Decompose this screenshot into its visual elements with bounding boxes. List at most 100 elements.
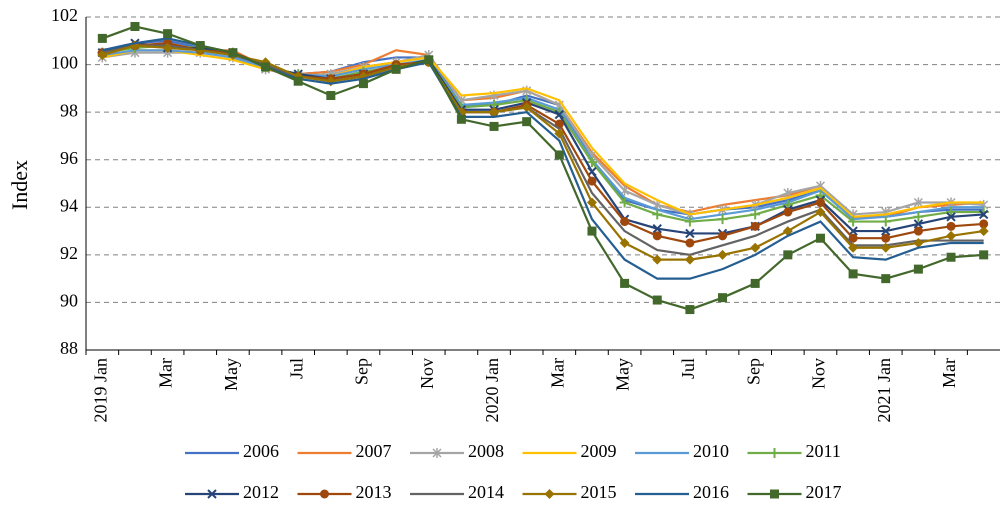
legend-label: 2015	[581, 482, 617, 502]
series	[97, 40, 989, 227]
x-tick-label: Jul	[286, 358, 306, 379]
line	[102, 44, 984, 223]
marker	[750, 278, 760, 288]
y-tick-label: 100	[51, 53, 78, 73]
marker	[544, 489, 555, 499]
marker	[587, 176, 597, 186]
marker	[717, 214, 728, 225]
marker	[913, 237, 924, 248]
legend-label: 2007	[356, 441, 392, 461]
line	[102, 44, 984, 218]
marker	[554, 128, 565, 139]
line	[102, 51, 984, 216]
y-tick-label: 94	[60, 195, 78, 215]
marker	[750, 221, 760, 231]
series	[102, 49, 984, 218]
x-tick-label: May	[221, 358, 241, 391]
x-tick-label: 2020 Jan	[482, 358, 502, 423]
y-tick-label: 98	[60, 100, 78, 120]
marker	[554, 109, 565, 120]
marker	[946, 252, 956, 262]
line	[102, 49, 984, 218]
marker	[162, 42, 173, 53]
marker	[391, 64, 401, 74]
marker	[848, 216, 859, 227]
marker	[750, 209, 761, 220]
marker	[207, 489, 217, 499]
legend-label: 2010	[693, 441, 729, 461]
legend-label: 2006	[243, 441, 279, 461]
x-tick-label: Nov	[809, 358, 829, 389]
marker	[913, 197, 923, 208]
marker	[358, 79, 368, 89]
marker	[978, 226, 989, 237]
x-tick-label: 2021 Jan	[874, 358, 894, 423]
marker	[489, 121, 499, 131]
marker	[881, 233, 891, 243]
marker	[586, 197, 597, 208]
x-tick-label: 2019 Jan	[90, 358, 110, 423]
marker	[880, 242, 891, 253]
marker	[979, 219, 989, 229]
legend-label: 2012	[243, 482, 279, 502]
y-tick-label: 92	[60, 243, 78, 263]
legend-label: 2008	[468, 441, 504, 461]
marker	[913, 264, 923, 274]
marker	[978, 209, 989, 220]
marker	[946, 212, 956, 222]
marker	[652, 209, 663, 220]
series	[102, 44, 984, 218]
marker	[652, 223, 662, 234]
marker	[848, 269, 858, 279]
marker	[685, 305, 695, 315]
marker	[913, 211, 924, 222]
marker	[684, 216, 695, 227]
marker	[769, 448, 780, 458]
legend-label: 2014	[468, 482, 504, 502]
x-tick-label: Jul	[678, 358, 698, 379]
legend-label: 2013	[356, 482, 392, 502]
series	[102, 39, 984, 218]
line	[102, 49, 984, 221]
marker	[586, 157, 597, 168]
y-axis-label: Index	[7, 160, 32, 210]
marker	[326, 90, 336, 100]
marker	[554, 150, 564, 160]
marker	[783, 188, 793, 199]
x-tick-label: Sep	[743, 358, 763, 385]
marker	[718, 231, 728, 241]
marker	[946, 207, 957, 218]
line	[102, 44, 984, 256]
y-tick-label: 88	[60, 338, 78, 358]
marker	[652, 254, 663, 265]
series	[102, 49, 984, 221]
marker	[195, 41, 205, 51]
marker	[770, 489, 779, 499]
marker	[783, 207, 793, 217]
marker	[750, 242, 761, 253]
marker	[228, 48, 238, 58]
marker	[620, 278, 630, 288]
marker	[130, 22, 140, 32]
marker	[620, 217, 630, 227]
marker	[848, 233, 858, 243]
marker	[913, 219, 924, 229]
line	[102, 44, 984, 261]
x-tick-label: Mar	[156, 358, 176, 388]
marker	[522, 117, 532, 127]
marker	[619, 197, 630, 208]
y-tick-label: 102	[51, 5, 78, 25]
marker	[979, 250, 989, 260]
marker	[946, 230, 957, 241]
marker	[881, 226, 891, 236]
marker	[717, 249, 728, 260]
legend-label: 2009	[581, 441, 617, 461]
marker	[456, 114, 466, 124]
marker	[652, 295, 662, 305]
marker	[685, 228, 695, 239]
marker	[619, 237, 630, 248]
legend-label: 2011	[806, 441, 841, 461]
series	[97, 47, 989, 220]
marker	[163, 29, 173, 39]
